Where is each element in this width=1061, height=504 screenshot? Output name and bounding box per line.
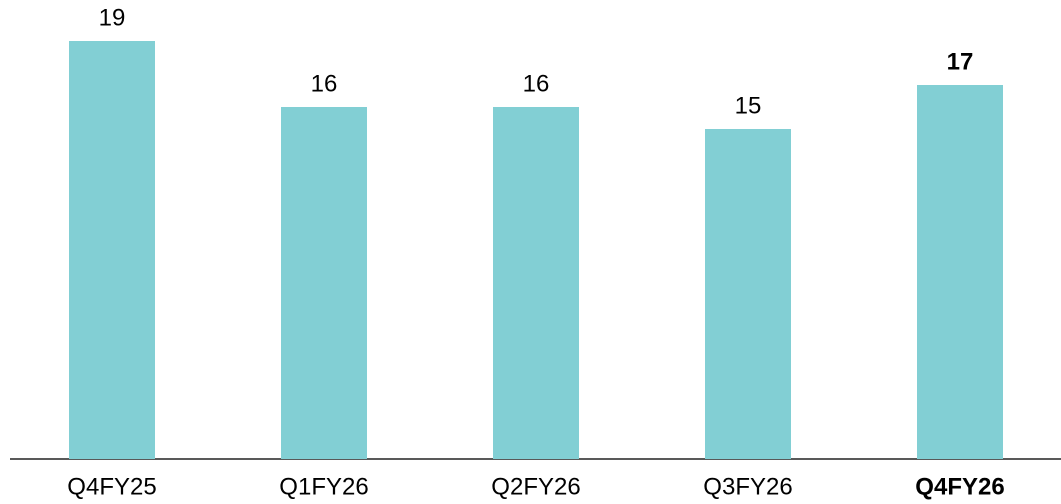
bar (493, 107, 579, 459)
bar (917, 85, 1003, 459)
x-tick-label: Q4FY25 (67, 473, 156, 500)
value-label: 17 (947, 48, 974, 75)
bar (281, 107, 367, 459)
x-tick-label: Q1FY26 (279, 473, 368, 500)
value-label: 16 (311, 70, 338, 97)
x-tick-label: Q2FY26 (491, 473, 580, 500)
value-label: 15 (735, 92, 762, 119)
bar (69, 41, 155, 459)
value-label: 16 (523, 70, 550, 97)
value-label: 19 (99, 4, 126, 31)
x-tick-label: Q4FY26 (915, 473, 1004, 500)
x-tick-label: Q3FY26 (703, 473, 792, 500)
bar (705, 129, 791, 459)
